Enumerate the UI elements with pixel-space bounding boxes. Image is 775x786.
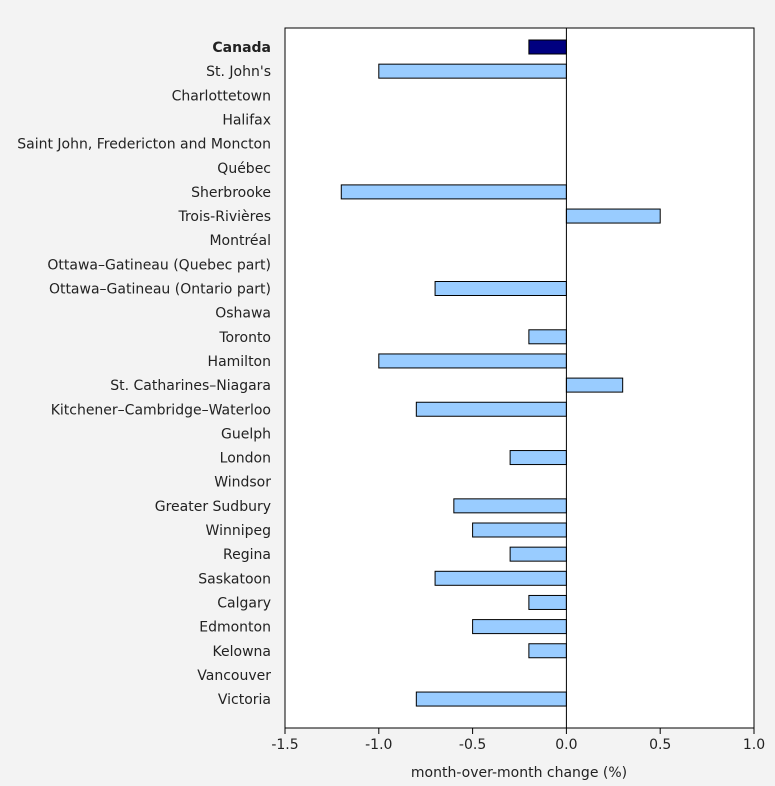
- category-label: Hamilton: [208, 354, 271, 370]
- category-label: Kitchener–Cambridge–Waterloo: [51, 402, 271, 418]
- category-label: Winnipeg: [206, 523, 271, 539]
- bar: [565, 208, 661, 224]
- bar: [528, 329, 567, 345]
- x-tick-label: -1.5: [271, 737, 298, 753]
- bar: [509, 450, 567, 466]
- plot-area: [284, 27, 755, 729]
- category-label: Sherbrooke: [191, 185, 271, 201]
- x-tick-label: -0.5: [459, 737, 486, 753]
- category-label: London: [220, 451, 271, 467]
- category-label: St. John's: [206, 64, 271, 80]
- x-axis-title: month-over-month change (%): [411, 765, 627, 781]
- category-label: Saskatoon: [198, 571, 271, 587]
- category-label: Halifax: [222, 112, 271, 128]
- x-tick-label: 1.0: [743, 737, 765, 753]
- category-label: Victoria: [218, 692, 271, 708]
- x-tick-label: -1.0: [365, 737, 392, 753]
- bar: [378, 63, 567, 79]
- category-label: Canada: [212, 40, 271, 56]
- category-label: Guelph: [221, 426, 271, 442]
- bar: [565, 377, 624, 393]
- bar: [528, 643, 567, 659]
- bar: [415, 401, 567, 417]
- category-label: Calgary: [217, 595, 271, 611]
- category-label: Kelowna: [213, 644, 271, 660]
- category-label: Saint John, Fredericton and Moncton: [17, 137, 271, 153]
- category-label: St. Catharines–Niagara: [110, 378, 271, 394]
- bar: [340, 184, 567, 200]
- bar: [434, 281, 567, 296]
- category-label: Québec: [217, 161, 271, 177]
- bar: [378, 353, 567, 369]
- x-tick-label: 0.0: [555, 737, 577, 753]
- bar: [415, 691, 567, 707]
- category-label: Ottawa–Gatineau (Ontario part): [49, 282, 271, 298]
- bar: [453, 498, 567, 514]
- category-label: Montréal: [209, 233, 271, 249]
- bar: [472, 619, 567, 635]
- category-label: Regina: [223, 547, 271, 563]
- category-label: Charlottetown: [172, 88, 271, 104]
- bar: [434, 570, 567, 586]
- category-label: Ottawa–Gatineau (Quebec part): [47, 257, 271, 273]
- category-label: Toronto: [218, 330, 271, 346]
- category-labels: Canada St. John's Charlottetown Halifax Sain…: [17, 40, 271, 708]
- bar: [472, 522, 567, 538]
- category-label: Vancouver: [197, 668, 271, 684]
- category-label: Oshawa: [215, 306, 271, 322]
- bar: [528, 594, 567, 610]
- x-axis: -1.5 -1.0 -0.5 0.0 0.5 1.0: [271, 728, 765, 753]
- bar: [528, 39, 567, 55]
- category-label: Edmonton: [199, 620, 271, 636]
- bar: [509, 546, 567, 562]
- category-label: Greater Sudbury: [155, 499, 271, 515]
- x-tick-label: 0.5: [649, 737, 671, 753]
- category-label: Trois-Rivières: [177, 209, 271, 225]
- category-label: Windsor: [214, 475, 271, 491]
